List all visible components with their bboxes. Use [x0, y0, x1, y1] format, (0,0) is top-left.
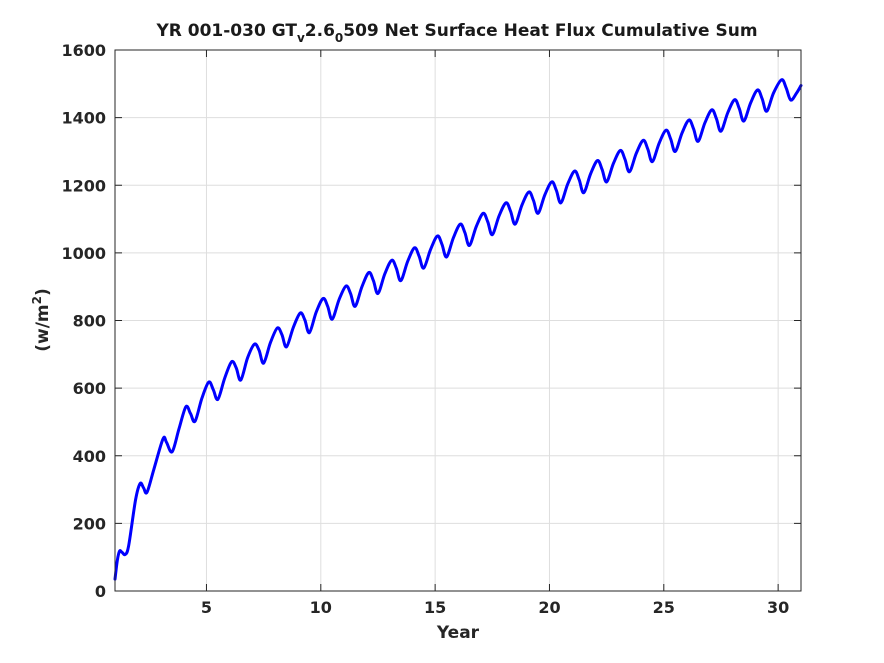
- y-tick-label: 0: [95, 582, 106, 601]
- y-tick-label: 1400: [61, 109, 106, 128]
- grid-lines: [115, 50, 801, 591]
- chart-title-main: YR 001-030 GT: [155, 21, 297, 41]
- x-axis-label: Year: [436, 623, 480, 643]
- y-tick-label: 800: [73, 312, 106, 331]
- chart-title: YR 001-030 GTv2.60509 Net Surface Heat F…: [155, 21, 757, 45]
- y-axis-label: (w/m2): [30, 288, 53, 352]
- chart-title-sub2: 0: [335, 31, 343, 45]
- axis-ticks: 5 10 15 20 25 30 0 200 400 600 800 1000 1200 1400 1600: [61, 41, 801, 617]
- y-axis-label-main: (w/m: [33, 304, 53, 351]
- chart-title-tail: 509 Net Surface Heat Flux Cumulative Sum: [343, 21, 757, 41]
- x-tick-label: 10: [310, 598, 332, 617]
- y-tick-label: 600: [73, 379, 106, 398]
- series-line: [113, 78, 803, 581]
- x-tick-label: 20: [538, 598, 560, 617]
- y-tick-label: 1600: [61, 41, 106, 60]
- y-axis-label-close: ): [33, 288, 53, 296]
- chart-title-sub1: v: [297, 31, 305, 45]
- series-layer: [113, 78, 803, 581]
- y-tick-label: 400: [73, 447, 106, 466]
- x-tick-label: 5: [201, 598, 212, 617]
- x-tick-label: 25: [653, 598, 675, 617]
- chart-title-mid: 2.6: [305, 21, 335, 41]
- y-tick-label: 1200: [61, 176, 106, 195]
- plot-area: 5 10 15 20 25 30 0 200 400 600 800 1000 1200 1400 1600: [61, 41, 803, 617]
- y-tick-label: 1000: [61, 244, 106, 263]
- y-axis-label-sup: 2: [30, 296, 44, 304]
- x-tick-label: 30: [767, 598, 789, 617]
- y-tick-label: 200: [73, 514, 106, 533]
- x-tick-label: 15: [424, 598, 446, 617]
